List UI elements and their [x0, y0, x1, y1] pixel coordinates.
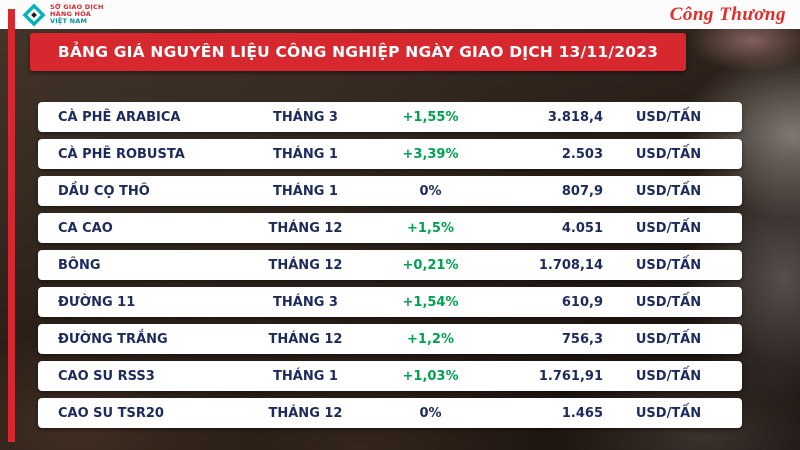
cong-thuong-logo: Công Thương — [669, 3, 786, 25]
row-change: +1,55% — [402, 109, 459, 125]
row-month: THÁNG 12 — [268, 220, 343, 236]
row-name: CAO SU TSR20 — [58, 405, 164, 421]
row-name: CÀ PHÊ ARABICA — [58, 109, 181, 125]
row-month: THÁNG 1 — [273, 368, 338, 384]
mxv-logo-line: VIỆT NAM — [50, 17, 88, 25]
row-month: THÁNG 12 — [268, 331, 343, 347]
row-price: 4.051 — [561, 220, 603, 236]
row-unit: USD/TẤN — [635, 109, 702, 125]
row-price: 1.465 — [561, 405, 603, 421]
row-name: ĐƯỜNG 11 — [58, 294, 136, 310]
row-name: CÀ PHÊ ROBUSTA — [58, 146, 185, 162]
row-unit: USD/TẤN — [635, 183, 702, 199]
table-row: CÀ PHÊ ARABICA THÁNG 3 +1,55% 3.818,4 USD/TẤ… — [38, 102, 742, 132]
row-unit: USD/TẤN — [635, 146, 702, 162]
table-row: ĐƯỜNG 11 THÁNG 3 +1,54% 610,9 USD/TẤN — [38, 287, 742, 317]
table-row: CÀ PHÊ ROBUSTA THÁNG 1 +3,39% 2.503 USD/TẤN — [38, 139, 742, 169]
table-row: BÔNG THÁNG 12 +0,21% 1.708,14 USD/TẤN — [38, 250, 742, 280]
price-table: CÀ PHÊ ARABICA THÁNG 3 +1,55% 3.818,4 USD/TẤ… — [38, 102, 742, 435]
row-change: +1,2% — [407, 331, 454, 347]
row-change: +0,21% — [402, 257, 459, 273]
row-name: CA CAO — [58, 220, 113, 236]
table-row: DẦU CỌ THÔ THÁNG 1 0% 807,9 USD/TẤN — [38, 176, 742, 206]
row-name: DẦU CỌ THÔ — [58, 183, 150, 199]
table-row: ĐƯỜNG TRẮNG THÁNG 12 +1,2% 756,3 USD/TẤN — [38, 324, 742, 354]
mxv-logo-line: HÀNG HÓA — [50, 9, 91, 18]
mxv-logo: SỞ GIAO DỊCH HÀNG HÓA VIỆT NAM — [22, 2, 104, 27]
row-price: 1.761,91 — [538, 368, 603, 384]
row-price: 2.503 — [561, 146, 603, 162]
row-price: 1.708,14 — [538, 257, 603, 273]
table-row: CA CAO THÁNG 12 +1,5% 4.051 USD/TẤN — [38, 213, 742, 243]
row-name: ĐƯỜNG TRẮNG — [58, 331, 168, 347]
row-name: BÔNG — [58, 257, 101, 273]
row-unit: USD/TẤN — [635, 294, 702, 310]
row-change: 0% — [419, 183, 442, 199]
mxv-logo-text: SỞ GIAO DỊCH HÀNG HÓA VIỆT NAM — [50, 2, 104, 25]
row-month: THÁNG 12 — [268, 257, 343, 273]
row-month: THÁNG 12 — [268, 405, 343, 421]
row-price: 756,3 — [561, 331, 603, 347]
left-accent-bar — [8, 9, 15, 442]
row-change: +1,5% — [407, 220, 454, 236]
row-unit: USD/TẤN — [635, 257, 702, 273]
row-unit: USD/TẤN — [635, 220, 702, 236]
mxv-diamond-icon — [22, 2, 46, 27]
row-change: 0% — [419, 405, 442, 421]
top-bar: SỞ GIAO DỊCH HÀNG HÓA VIỆT NAM Công Thươ… — [0, 0, 800, 29]
row-month: THÁNG 3 — [273, 109, 338, 125]
mxv-logo-line: SỞ GIAO DỊCH — [50, 2, 104, 11]
row-month: THÁNG 1 — [273, 183, 338, 199]
row-month: THÁNG 1 — [273, 146, 338, 162]
title-banner: BẢNG GIÁ NGUYÊN LIỆU CÔNG NGHIỆP NGÀY GI… — [30, 33, 686, 71]
table-row: CAO SU TSR20 THÁNG 12 0% 1.465 USD/TẤN — [38, 398, 742, 428]
row-unit: USD/TẤN — [635, 331, 702, 347]
row-name: CAO SU RSS3 — [58, 368, 155, 384]
table-row: CAO SU RSS3 THÁNG 1 +1,03% 1.761,91 USD/TẤN — [38, 361, 742, 391]
row-month: THÁNG 3 — [273, 294, 338, 310]
row-price: 610,9 — [561, 294, 603, 310]
row-change: +3,39% — [402, 146, 459, 162]
row-change: +1,54% — [402, 294, 459, 310]
row-change: +1,03% — [402, 368, 459, 384]
row-price: 807,9 — [561, 183, 603, 199]
row-unit: USD/TẤN — [635, 405, 702, 421]
row-price: 3.818,4 — [547, 109, 603, 125]
row-unit: USD/TẤN — [635, 368, 702, 384]
